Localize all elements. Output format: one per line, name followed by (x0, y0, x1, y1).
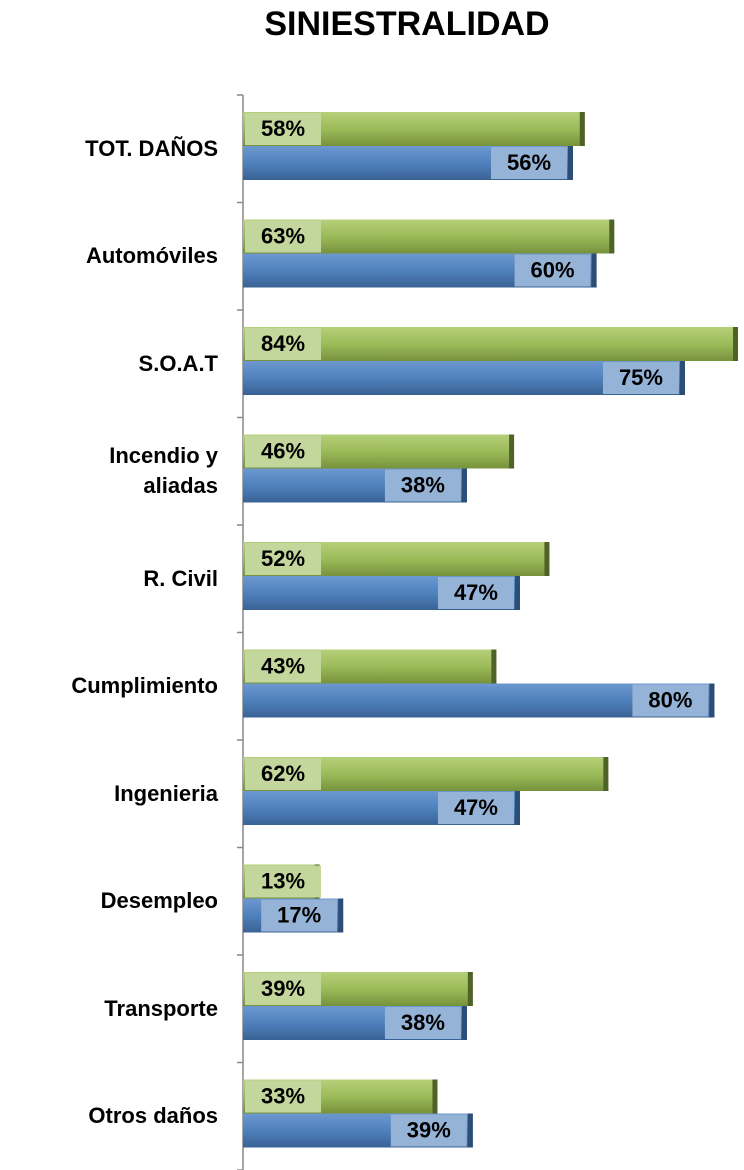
value-label-box (245, 543, 321, 575)
value-label-box (384, 469, 461, 502)
bar-cap (467, 972, 473, 1006)
value-label-box (245, 865, 321, 898)
category-label: Transporte (104, 995, 218, 1021)
category-label: Desempleo (100, 888, 218, 914)
value-label-box (245, 973, 321, 1005)
bar-cap (609, 219, 615, 254)
category-label: Automóviles (85, 243, 218, 269)
bar-cap (579, 112, 585, 146)
value-label-box (514, 254, 591, 287)
value-label: 63% (261, 223, 305, 248)
value-label: 60% (531, 257, 575, 282)
value-label: 38% (401, 472, 445, 497)
value-label-box (261, 899, 338, 932)
value-label-box (632, 684, 709, 717)
bar-cap (509, 434, 515, 469)
value-label-box (390, 1114, 467, 1147)
bar-cap (568, 146, 573, 180)
bar-cap (461, 1006, 467, 1040)
value-label-box (245, 650, 321, 683)
value-label: 80% (648, 687, 692, 712)
value-label: 43% (261, 653, 305, 678)
bar-cap (603, 757, 609, 791)
value-label: 39% (261, 976, 305, 1001)
chart-title: SINIESTRALIDAD (264, 5, 549, 43)
category-label: S.O.A.T (138, 350, 218, 376)
value-label: 33% (261, 1083, 305, 1108)
value-label: 39% (407, 1117, 451, 1142)
value-label-box (245, 220, 321, 253)
value-label: 46% (261, 438, 305, 463)
value-label: 17% (277, 902, 321, 927)
bar (243, 327, 738, 361)
bar-cap (467, 1113, 473, 1148)
category-label: TOT. DAÑOS (85, 135, 218, 161)
bar-cap (514, 791, 520, 825)
value-label: 84% (261, 331, 305, 356)
value-label-box (437, 792, 514, 824)
value-label-box (384, 1007, 461, 1039)
value-label-box (245, 435, 321, 468)
value-label-box (245, 113, 321, 145)
bar-cap (679, 361, 685, 395)
bar-cap (514, 576, 520, 610)
category-label: Cumplimiento (71, 673, 218, 699)
category-label: Ingenieria (114, 780, 218, 806)
value-label: 62% (261, 761, 305, 786)
category-label: Otros daños (88, 1103, 218, 1129)
value-label: 58% (261, 116, 305, 141)
bar-cap (591, 253, 597, 288)
bar-cap (709, 683, 715, 718)
value-label: 56% (507, 150, 551, 175)
value-label: 13% (261, 868, 305, 893)
value-label-box (245, 758, 321, 790)
value-label-box (437, 577, 514, 609)
bar-cap (432, 1079, 438, 1114)
value-label: 52% (261, 546, 305, 571)
bar-cap (338, 898, 344, 933)
bar-cap (733, 327, 738, 361)
value-label: 47% (454, 795, 498, 820)
category-label: R. Civil (143, 565, 218, 591)
bar-cap (461, 468, 467, 503)
value-label-box (602, 362, 679, 394)
value-label-box (245, 1080, 321, 1113)
value-label-box (245, 328, 321, 360)
value-label: 38% (401, 1010, 445, 1035)
bar-cap (544, 542, 550, 576)
bar-cap (491, 649, 497, 684)
category-label: Incendio y aliadas (109, 443, 218, 499)
value-label-box (491, 147, 567, 179)
value-label: 75% (619, 365, 663, 390)
value-label: 47% (454, 580, 498, 605)
